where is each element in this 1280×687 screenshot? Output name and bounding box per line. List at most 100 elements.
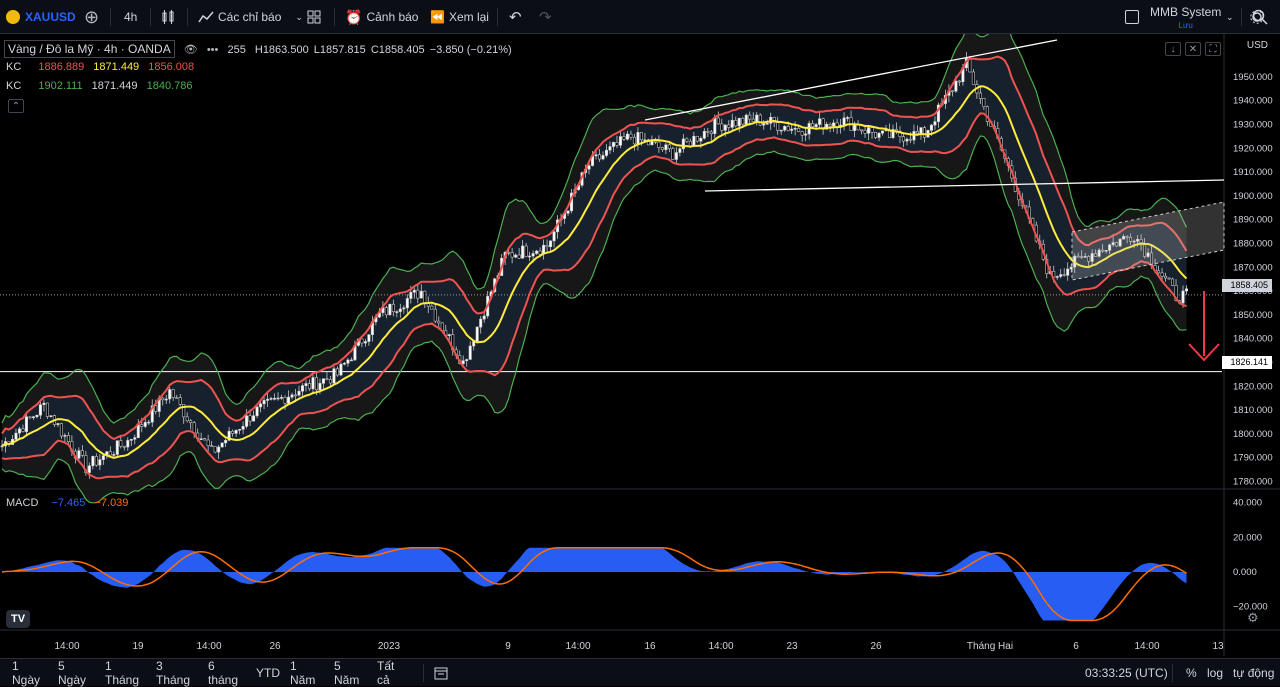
- candle-body: [363, 341, 367, 344]
- range-button[interactable]: YTD: [256, 666, 280, 680]
- move-down-icon[interactable]: ↓: [1165, 42, 1181, 56]
- date-range-icon[interactable]: [434, 659, 448, 687]
- candle-body: [664, 144, 668, 150]
- candle-body: [950, 90, 954, 93]
- log-toggle[interactable]: log: [1207, 666, 1224, 680]
- candle-body: [985, 106, 989, 122]
- tradingview-logo[interactable]: TV: [6, 610, 30, 628]
- candle-body: [832, 122, 836, 127]
- range-button[interactable]: 6 tháng: [208, 659, 239, 687]
- series-title[interactable]: Vàng / Đô la Mỹ · 4h · OANDA: [4, 40, 175, 58]
- symbol-button[interactable]: XAUUSD: [6, 0, 76, 34]
- indicators-button[interactable]: Các chỉ báo ⌄: [198, 0, 303, 34]
- high-value: H1863.500: [254, 44, 309, 56]
- kc-legend-2[interactable]: KC 1902.111 1871.449 1840.786: [6, 80, 199, 92]
- macd-tick: 0.000: [1233, 567, 1257, 578]
- alarm-clock-icon: ⏰: [345, 8, 363, 25]
- kc-legend-1[interactable]: KC 1886.889 1871.449 1856.008: [6, 61, 200, 73]
- candle-body: [1174, 285, 1178, 301]
- replay-button[interactable]: ⏪ Xem lại: [430, 0, 489, 34]
- add-symbol-icon[interactable]: ⊕: [84, 6, 100, 27]
- chevron-down-icon: ⌄: [295, 11, 303, 22]
- candle-body: [741, 117, 745, 125]
- time-tick: 14:00: [54, 641, 79, 652]
- redo-icon[interactable]: ↷: [539, 9, 552, 26]
- candle-body: [1059, 274, 1063, 277]
- price-tick: 1880.000: [1233, 239, 1273, 250]
- interval-button[interactable]: 4h: [124, 10, 138, 24]
- layout-name-button[interactable]: MMB System Lưu: [1150, 6, 1221, 32]
- candle-body: [636, 132, 640, 145]
- candle-body: [552, 231, 556, 242]
- price-tick: 1890.000: [1233, 215, 1273, 226]
- candle-body: [514, 254, 518, 258]
- arrow-head: [1188, 343, 1220, 362]
- price-tick: 1850.000: [1233, 310, 1273, 321]
- range-button[interactable]: 3 Tháng: [156, 659, 191, 687]
- macd-value: −7.465: [51, 497, 86, 509]
- time-axis-settings-icon[interactable]: ⚙: [1247, 610, 1259, 625]
- layout-chevron-icon[interactable]: ⌄: [1226, 11, 1234, 22]
- search-icon[interactable]: [1252, 0, 1268, 34]
- price-tick: 1940.000: [1233, 96, 1273, 107]
- price-chart[interactable]: 1950.0001940.0001930.0001920.0001910.000…: [0, 19, 1280, 656]
- alerts-button[interactable]: ⏰ Cảnh báo: [345, 0, 418, 34]
- indicators-icon: [198, 11, 214, 23]
- range-button[interactable]: 1 Ngày: [12, 659, 41, 687]
- candle-type-icon[interactable]: [160, 0, 176, 34]
- replay-label: Xem lại: [448, 10, 489, 24]
- candle-body: [737, 117, 741, 127]
- range-button[interactable]: 5 Năm: [334, 659, 360, 687]
- candle-body: [189, 420, 193, 424]
- maximize-pane-icon[interactable]: ⛶: [1205, 42, 1221, 56]
- layout-name: MMB System: [1150, 5, 1222, 19]
- candle-body: [828, 123, 832, 127]
- layouts-grid-icon[interactable]: [307, 0, 321, 34]
- layout-checkbox-icon[interactable]: [1125, 0, 1139, 34]
- range-button[interactable]: 5 Ngày: [58, 659, 87, 687]
- candle-body: [646, 139, 650, 146]
- candle-body: [245, 415, 249, 427]
- currency-label[interactable]: USD: [1246, 40, 1268, 51]
- close-pane-icon[interactable]: ✕: [1185, 42, 1201, 56]
- candle-body: [971, 71, 975, 85]
- price-tick: 1800.000: [1233, 429, 1273, 440]
- candle-body: [262, 400, 266, 405]
- candle-body: [283, 397, 287, 404]
- candle-body: [168, 389, 172, 400]
- candle-body: [14, 432, 18, 440]
- candle-body: [863, 129, 867, 134]
- candle-body: [1132, 240, 1136, 243]
- candle-body: [814, 124, 818, 128]
- candle-body: [870, 127, 874, 133]
- collapse-legend-icon[interactable]: ⌃: [8, 99, 24, 113]
- range-button[interactable]: 1 Năm: [290, 659, 316, 687]
- visibility-eye-icon[interactable]: 👁: [183, 44, 198, 56]
- macd-legend[interactable]: MACD −7.465 −7.039: [6, 497, 134, 509]
- kc-outer-lower: [1, 135, 1187, 504]
- candle-body: [367, 334, 371, 342]
- candle-body: [314, 377, 318, 391]
- time-tick: 2023: [378, 641, 401, 652]
- candle-body: [517, 254, 521, 259]
- range-button[interactable]: Tất cả: [377, 659, 395, 687]
- candle-body: [398, 308, 402, 312]
- candle-body: [1069, 266, 1073, 270]
- candle-body: [727, 124, 731, 128]
- candle-body: [384, 307, 388, 316]
- signal-value: −7.039: [94, 497, 129, 509]
- candle-body: [748, 114, 752, 120]
- undo-icon[interactable]: ↶: [509, 9, 522, 26]
- candle-body: [24, 416, 28, 432]
- candle-body: [171, 389, 175, 398]
- candle-body: [881, 130, 885, 134]
- more-options-icon[interactable]: •••: [206, 44, 219, 56]
- range-button[interactable]: 1 Tháng: [105, 659, 140, 687]
- change-value: −3.850 (−0.21%): [429, 44, 512, 56]
- percent-toggle[interactable]: %: [1186, 666, 1197, 680]
- candle-body: [846, 117, 850, 119]
- chart-area[interactable]: 1950.000 1940.000 1930.000 1920.000 1910.000…: [0, 19, 1280, 656]
- candle-body: [901, 136, 905, 142]
- clock-time[interactable]: 03:33:25 (UTC): [1085, 666, 1168, 680]
- auto-scale-toggle[interactable]: tự động: [1233, 666, 1275, 680]
